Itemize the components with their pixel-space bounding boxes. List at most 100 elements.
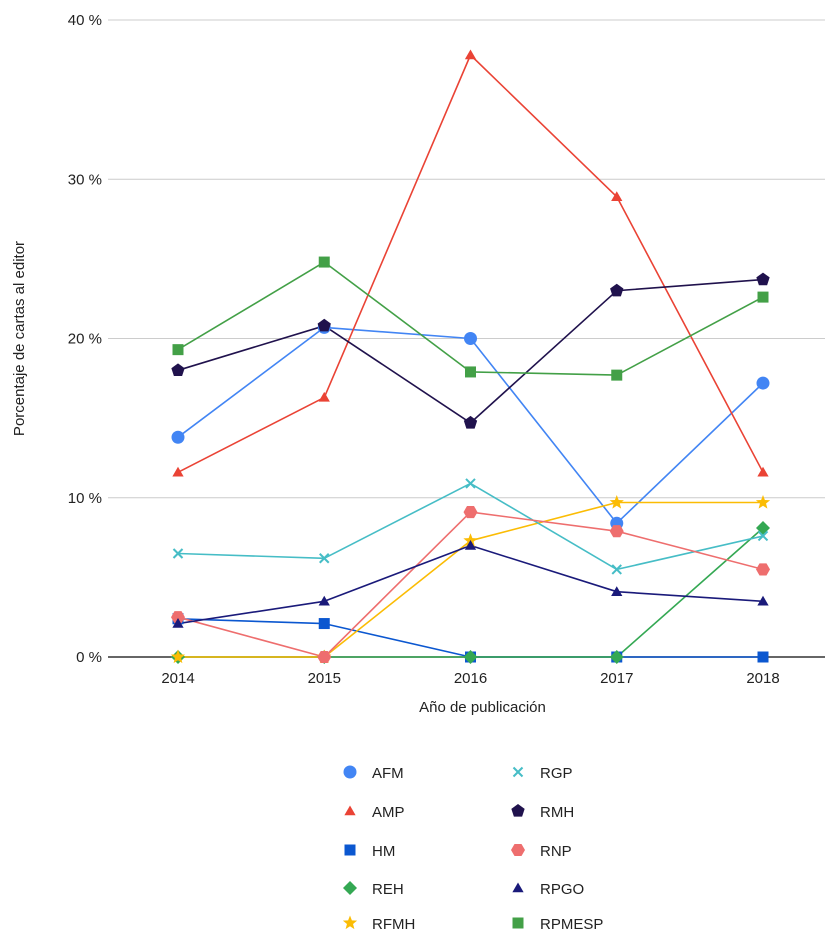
x-tick-label: 2017 bbox=[600, 670, 633, 687]
data-point-rmh bbox=[610, 283, 624, 297]
legend-label-rnp: RNP bbox=[540, 843, 572, 860]
data-point-rnp bbox=[171, 611, 185, 624]
series-line-rmh bbox=[177, 278, 764, 424]
data-point-afm bbox=[756, 376, 770, 390]
legend-label-hm: HM bbox=[372, 843, 395, 860]
legend-label-rfmh: RFMH bbox=[372, 916, 415, 932]
y-tick-label: 20 % bbox=[68, 331, 102, 348]
marker-stroke bbox=[611, 564, 622, 575]
y-axis-ticks: 0 % 10 % 20 % 30 % 40 % bbox=[68, 12, 102, 666]
y-tick-label: 30 % bbox=[68, 171, 102, 188]
legend-item-rpmesp: RPMESP bbox=[512, 916, 603, 932]
series-line-rfmh bbox=[178, 501, 763, 658]
data-point-rnp bbox=[609, 525, 624, 538]
legend-label-rpmesp: RPMESP bbox=[540, 916, 603, 932]
x-axis-label: Año de publicación bbox=[419, 699, 546, 716]
legend-item-afm: AFM bbox=[343, 765, 404, 782]
data-point-rpgo bbox=[611, 586, 623, 596]
legend-marker-rmh bbox=[511, 804, 525, 817]
x-tick-label: 2014 bbox=[161, 670, 194, 687]
data-point-rpgo bbox=[757, 595, 769, 606]
data-point-rpmesp bbox=[611, 369, 623, 381]
y-axis-label: Porcentaje de cartas al editor bbox=[11, 241, 28, 436]
legend-marker-hm bbox=[344, 844, 356, 856]
data-point-amp bbox=[318, 391, 330, 402]
data-point-amp bbox=[172, 466, 184, 477]
series-line-rpmesp bbox=[177, 261, 764, 376]
legend-marker-amp bbox=[344, 805, 356, 816]
marker-stroke bbox=[465, 478, 476, 489]
data-point-rfmh bbox=[755, 495, 771, 509]
data-point-rpmesp bbox=[172, 344, 184, 356]
data-point-afm bbox=[464, 332, 477, 345]
legend-marker-rnp bbox=[511, 843, 525, 857]
legend-marker-rpmesp bbox=[512, 917, 524, 929]
gridlines bbox=[108, 19, 825, 499]
marker-stroke bbox=[512, 766, 524, 778]
data-point-rmh bbox=[317, 318, 331, 332]
data-point-reh bbox=[609, 650, 624, 664]
legend-label-afm: AFM bbox=[372, 765, 404, 782]
series-line-amp bbox=[177, 54, 764, 474]
data-point-amp bbox=[611, 191, 623, 202]
data-point-rfmh bbox=[170, 649, 186, 664]
x-tick-label: 2016 bbox=[454, 670, 487, 687]
data-point-rmh bbox=[756, 272, 770, 286]
x-axis-ticks: 2014 2015 2016 2017 2018 bbox=[161, 670, 779, 687]
data-point-amp bbox=[464, 49, 477, 60]
data-point-reh bbox=[463, 650, 478, 664]
x-tick-label: 2018 bbox=[746, 670, 779, 687]
legend-marker-rgp bbox=[512, 766, 524, 778]
legend-item-amp: AMP bbox=[344, 804, 405, 821]
data-point-rfmh bbox=[609, 495, 624, 509]
data-point-afm bbox=[171, 430, 185, 444]
legend-marker-rfmh bbox=[342, 915, 358, 930]
legend-label-amp: AMP bbox=[372, 804, 405, 821]
data-point-rmh bbox=[463, 415, 478, 429]
data-point-rpgo bbox=[318, 595, 330, 606]
data-point-rpmesp bbox=[757, 291, 769, 303]
data-point-rpmesp bbox=[318, 256, 330, 268]
data-point-rnp bbox=[756, 563, 770, 576]
legend-item-reh: REH bbox=[343, 881, 404, 898]
data-point-rgp bbox=[611, 564, 622, 575]
legend-item-rfmh: RFMH bbox=[342, 915, 415, 932]
y-tick-label: 0 % bbox=[76, 649, 102, 666]
data-point-rpgo bbox=[464, 540, 477, 550]
legend-label-reh: REH bbox=[372, 881, 404, 898]
series-line-rgp bbox=[177, 482, 764, 571]
marker-stroke bbox=[319, 553, 330, 564]
data-point-rnp bbox=[317, 650, 332, 664]
data-point-rgp bbox=[319, 553, 330, 564]
legend-marker-afm bbox=[343, 765, 357, 779]
data-point-hm bbox=[757, 651, 769, 663]
marker-stroke bbox=[172, 548, 184, 559]
data-point-rpgo bbox=[172, 618, 184, 628]
series-lines bbox=[177, 54, 764, 658]
legend-item-rgp: RGP bbox=[512, 765, 573, 782]
legend-label-rgp: RGP bbox=[540, 765, 573, 782]
legend-item-rnp: RNP bbox=[511, 843, 572, 860]
data-point-rgp bbox=[172, 548, 184, 559]
y-tick-label: 10 % bbox=[68, 490, 102, 507]
series-markers bbox=[170, 49, 771, 664]
legend-label-rmh: RMH bbox=[540, 804, 574, 821]
x-tick-label: 2015 bbox=[308, 670, 341, 687]
legend-label-rpgo: RPGO bbox=[540, 881, 584, 898]
marker-stroke bbox=[757, 530, 769, 542]
data-point-rgp bbox=[757, 530, 769, 542]
data-point-rpmesp bbox=[465, 366, 476, 378]
data-point-rmh bbox=[171, 363, 185, 377]
legend-item-rpgo: RPGO bbox=[512, 881, 584, 898]
y-tick-label: 40 % bbox=[68, 12, 102, 29]
data-point-rnp bbox=[463, 506, 478, 519]
series-line-rpgo bbox=[177, 544, 764, 625]
legend-item-hm: HM bbox=[344, 843, 395, 860]
legend-marker-reh bbox=[343, 881, 357, 895]
data-point-rgp bbox=[465, 478, 476, 489]
data-point-amp bbox=[757, 466, 769, 477]
legend: AFM AMP HM REH RFMH RGP RMH RNP RPGO RPMESP bbox=[342, 765, 603, 932]
legend-item-rmh: RMH bbox=[511, 804, 574, 821]
legend-marker-rpgo bbox=[512, 882, 524, 893]
